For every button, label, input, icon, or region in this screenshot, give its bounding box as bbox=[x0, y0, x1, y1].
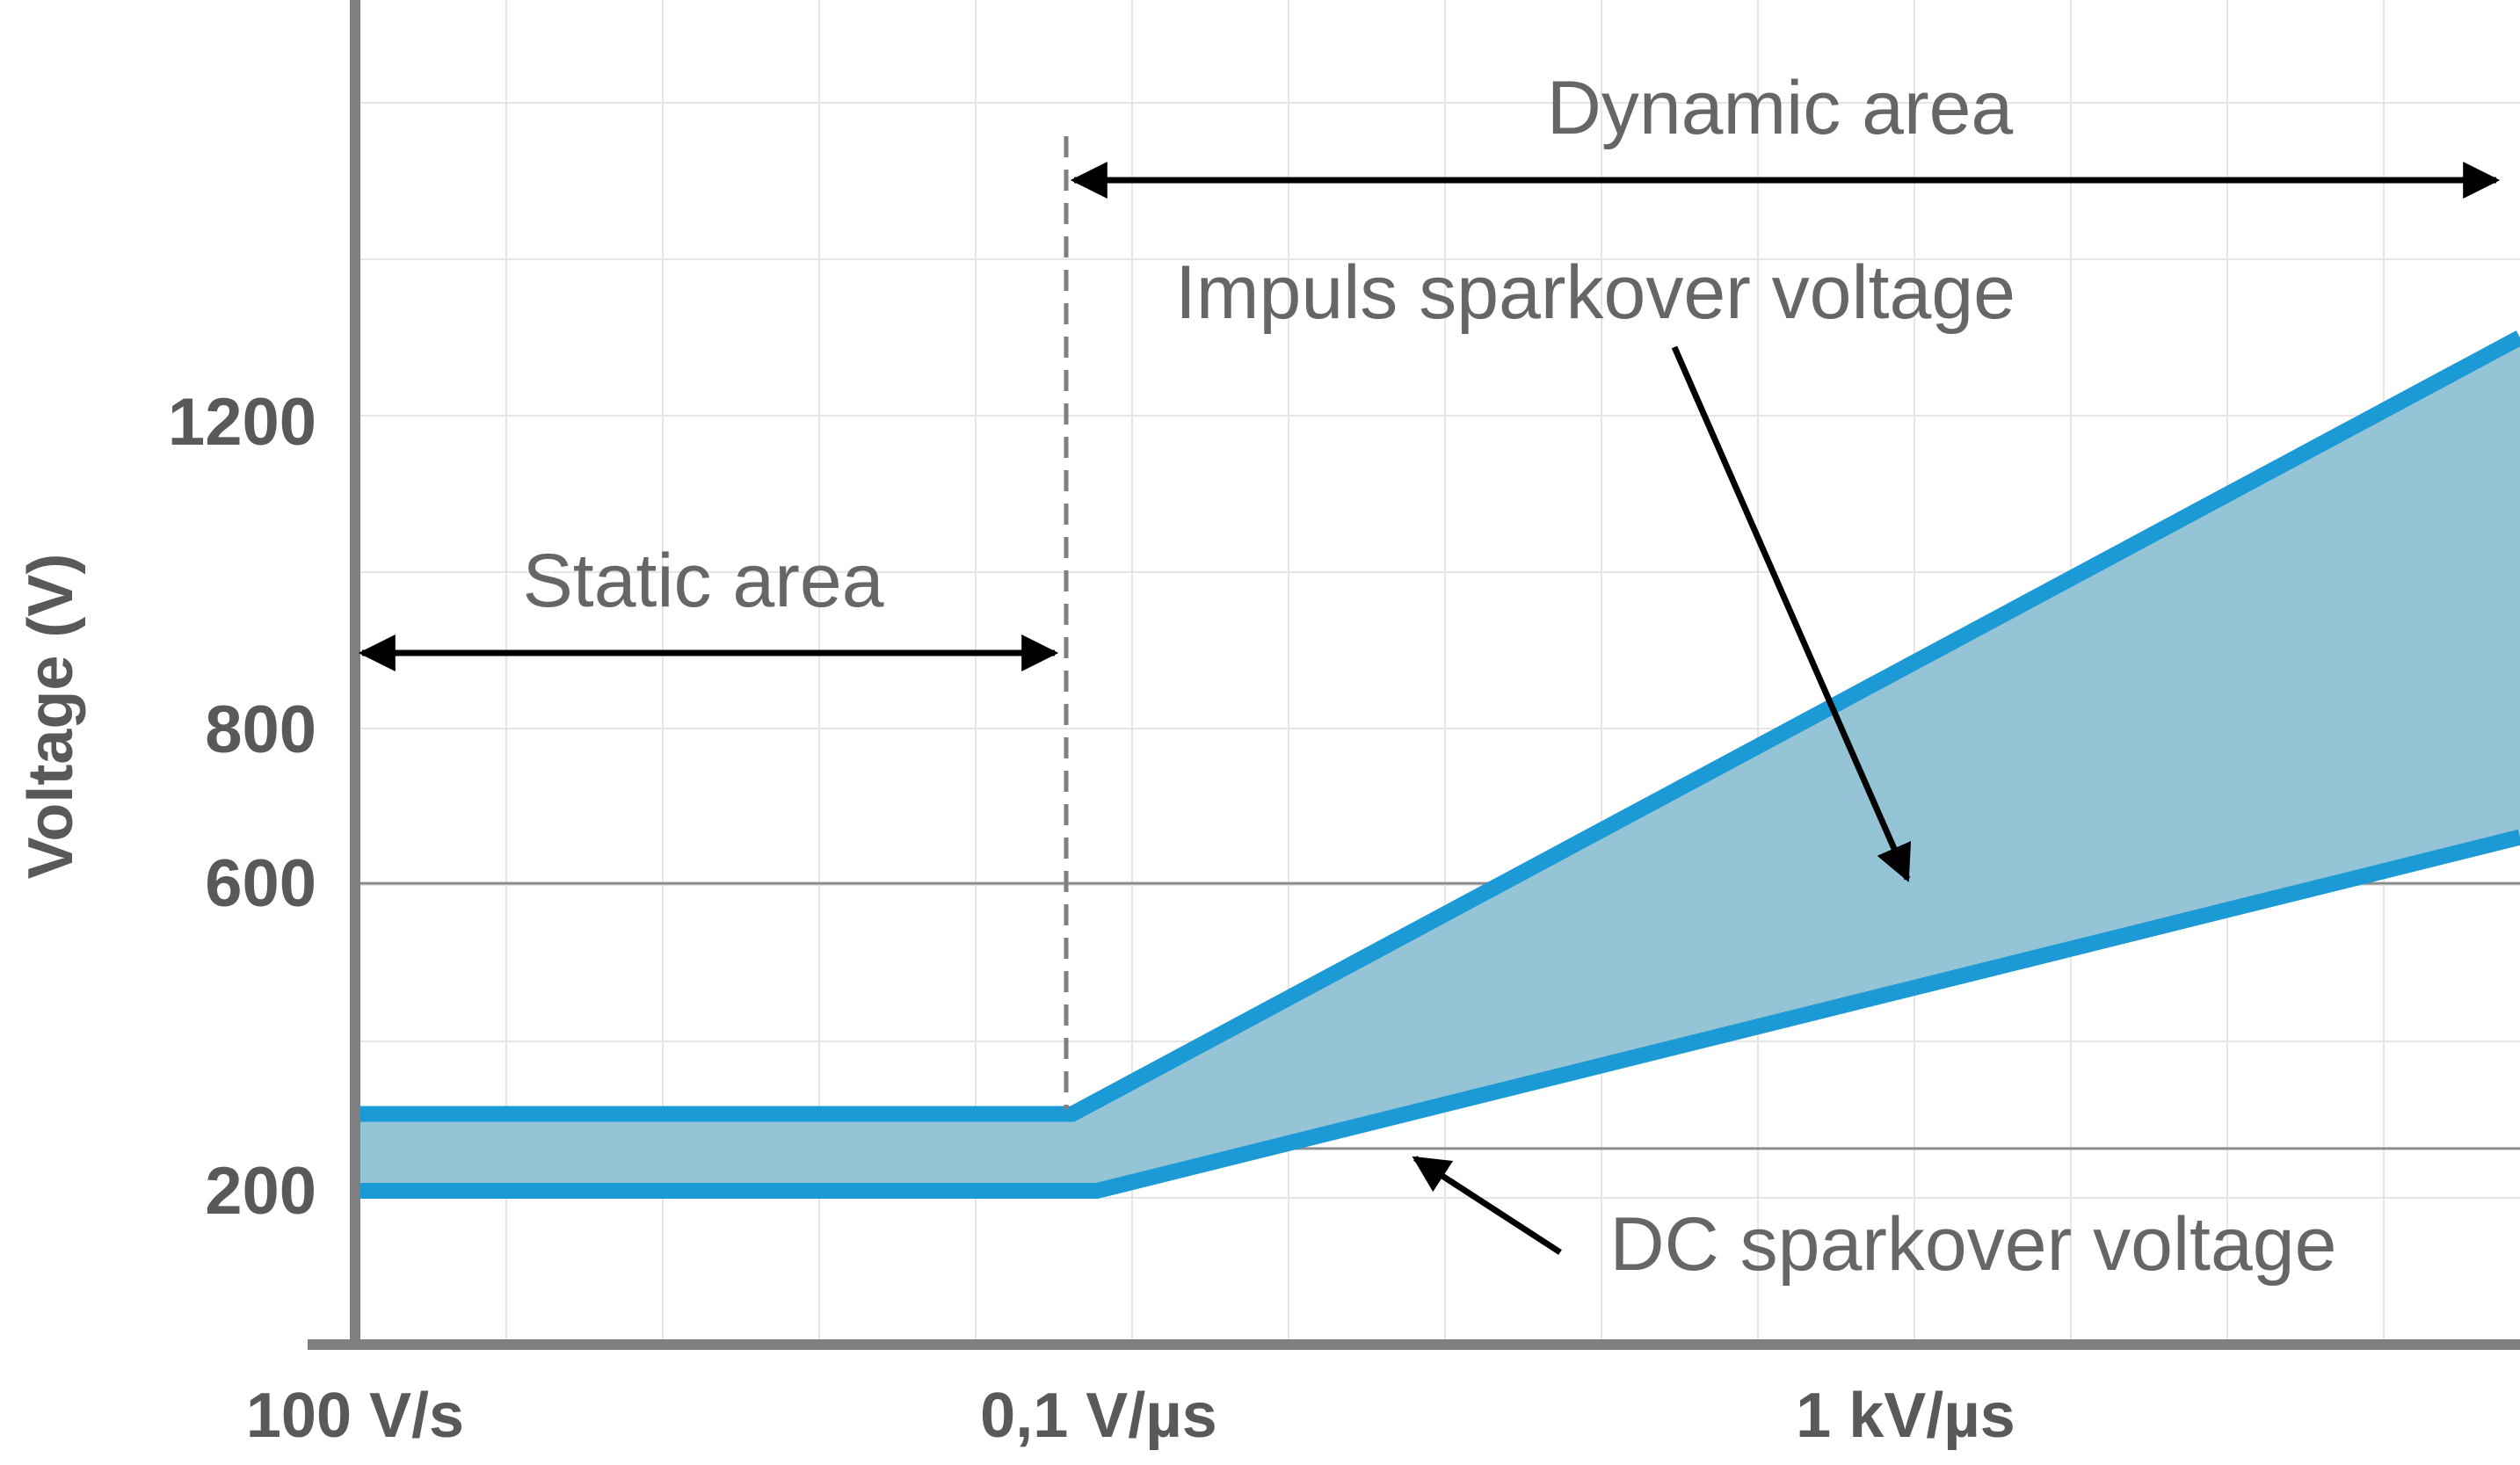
dc-sparkover-label: DC sparkover voltage bbox=[1610, 1202, 2337, 1287]
static-area-label: Static area bbox=[522, 539, 883, 623]
y-axis-title: Voltage (V) bbox=[16, 554, 86, 880]
impuls-sparkover-line bbox=[355, 330, 2520, 1122]
sparkover-band-fill bbox=[355, 337, 2520, 1192]
impuls-pointer-arrow bbox=[1671, 345, 1912, 882]
x-tick-label: 100 V/s bbox=[246, 1381, 464, 1451]
y-tick-labels: 200 600 800 1200 bbox=[168, 385, 316, 1229]
y-tick-label: 600 bbox=[205, 846, 316, 921]
x-tick-label: 0,1 V/µs bbox=[980, 1381, 1217, 1451]
x-tick-labels: 100 V/s 0,1 V/µs 1 kV/µs bbox=[246, 1381, 2015, 1451]
x-tick-label: 1 kV/µs bbox=[1796, 1381, 2015, 1451]
y-tick-label: 200 bbox=[205, 1154, 316, 1229]
dc-sparkover-line bbox=[355, 829, 2520, 1200]
voltage-band bbox=[355, 330, 2520, 1200]
y-tick-label: 800 bbox=[205, 693, 316, 767]
dc-pointer-arrow bbox=[1412, 1156, 1562, 1255]
dynamic-area-label: Dynamic area bbox=[1547, 66, 2014, 150]
y-tick-label: 1200 bbox=[168, 385, 316, 460]
impuls-sparkover-label: Impuls sparkover voltage bbox=[1175, 250, 2015, 335]
